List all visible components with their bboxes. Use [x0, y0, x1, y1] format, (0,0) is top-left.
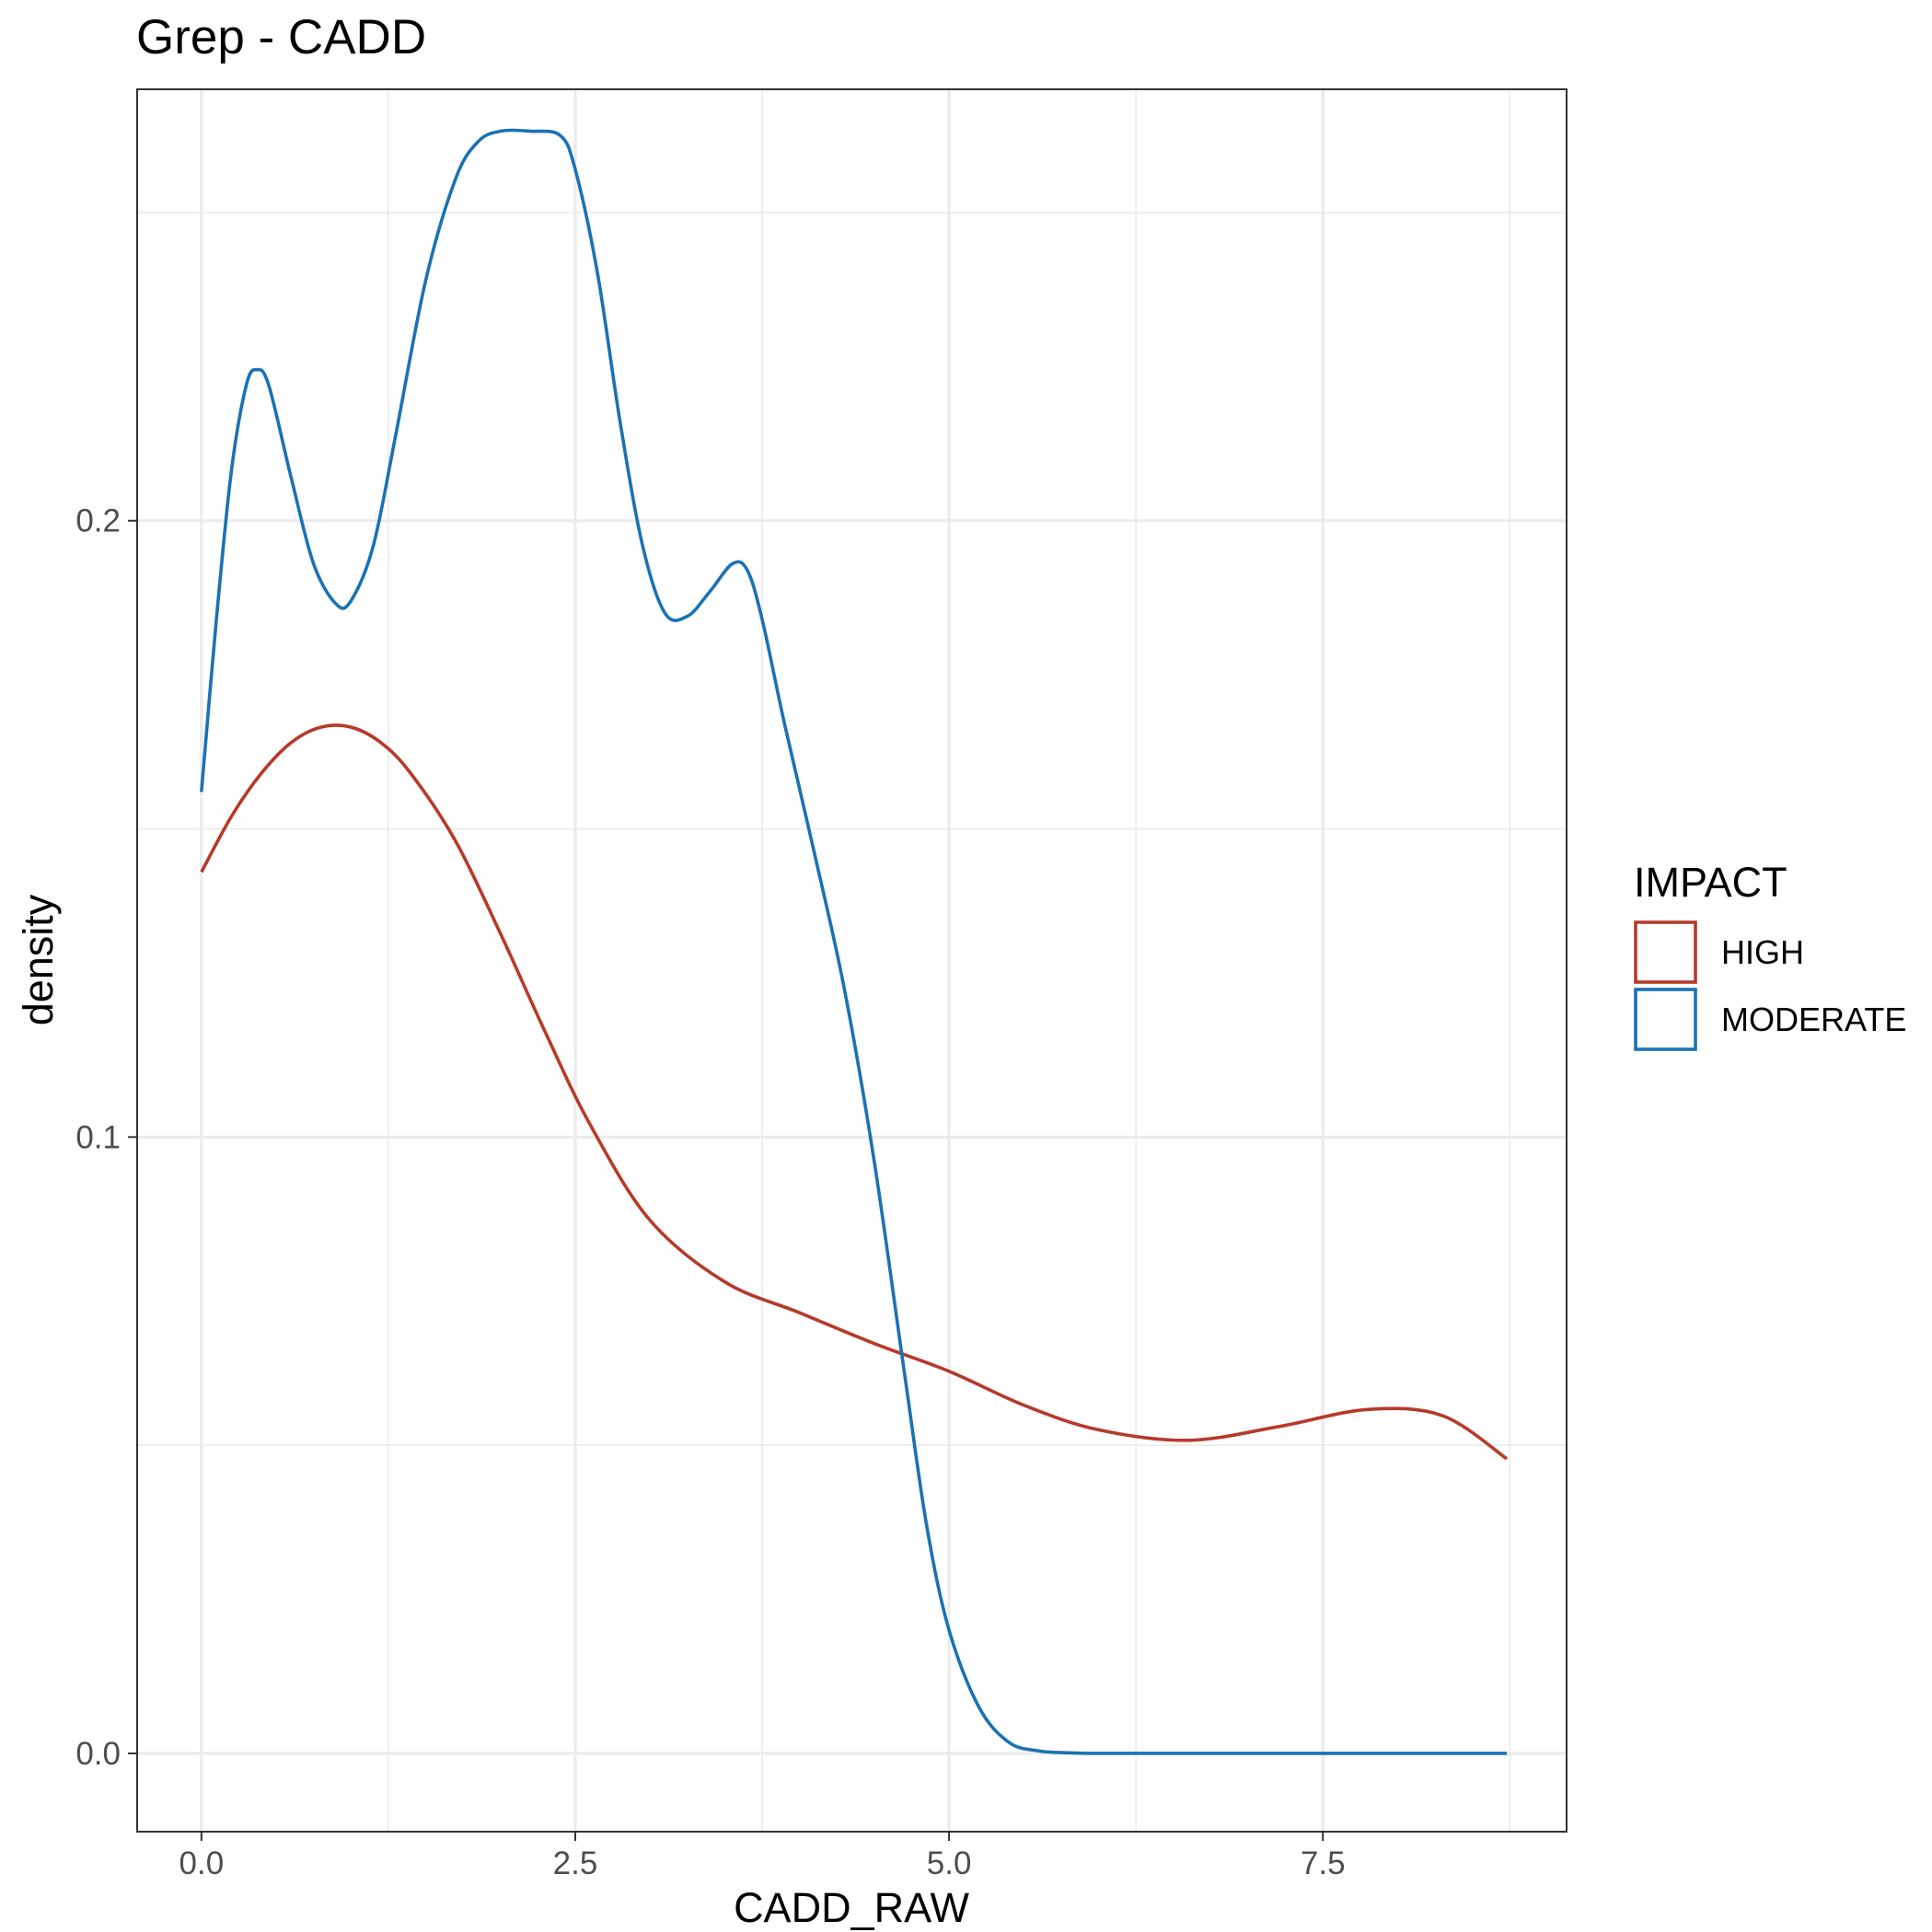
legend-label-moderate: MODERATE	[1721, 1001, 1906, 1038]
x-axis: 0.0 2.5 5.0 7.5	[179, 1832, 1346, 1881]
series-line-moderate	[200, 128, 1508, 1755]
x-axis-title: CADD_RAW	[734, 1884, 969, 1931]
legend-items: HIGH MODERATE	[1634, 920, 1906, 1051]
x-tick-label: 0.0	[179, 1845, 225, 1881]
y-tick-label: 0.2	[75, 503, 121, 539]
legend-title: IMPACT	[1634, 859, 1787, 906]
legend-key-moderate	[1634, 988, 1697, 1051]
chart-title: Grep - CADD	[136, 10, 426, 64]
minor-gridlines	[137, 89, 1567, 1832]
y-tick-label: 0.1	[75, 1119, 121, 1155]
y-axis: 0.0 0.1 0.2	[75, 503, 137, 1772]
y-axis-title: density	[15, 894, 62, 1025]
legend: IMPACT HIGH MODERATE	[1634, 859, 1906, 1051]
x-tick-label: 7.5	[1301, 1845, 1346, 1881]
series-line-high	[200, 723, 1509, 1461]
density-curves	[200, 128, 1509, 1755]
plot-panel	[137, 89, 1567, 1832]
plot-border	[136, 88, 1568, 1833]
y-tick-label: 0.0	[75, 1736, 121, 1772]
x-tick-label: 2.5	[553, 1845, 598, 1881]
legend-label-high: HIGH	[1721, 933, 1804, 971]
legend-key-high	[1634, 920, 1697, 984]
x-tick-label: 5.0	[927, 1845, 972, 1881]
